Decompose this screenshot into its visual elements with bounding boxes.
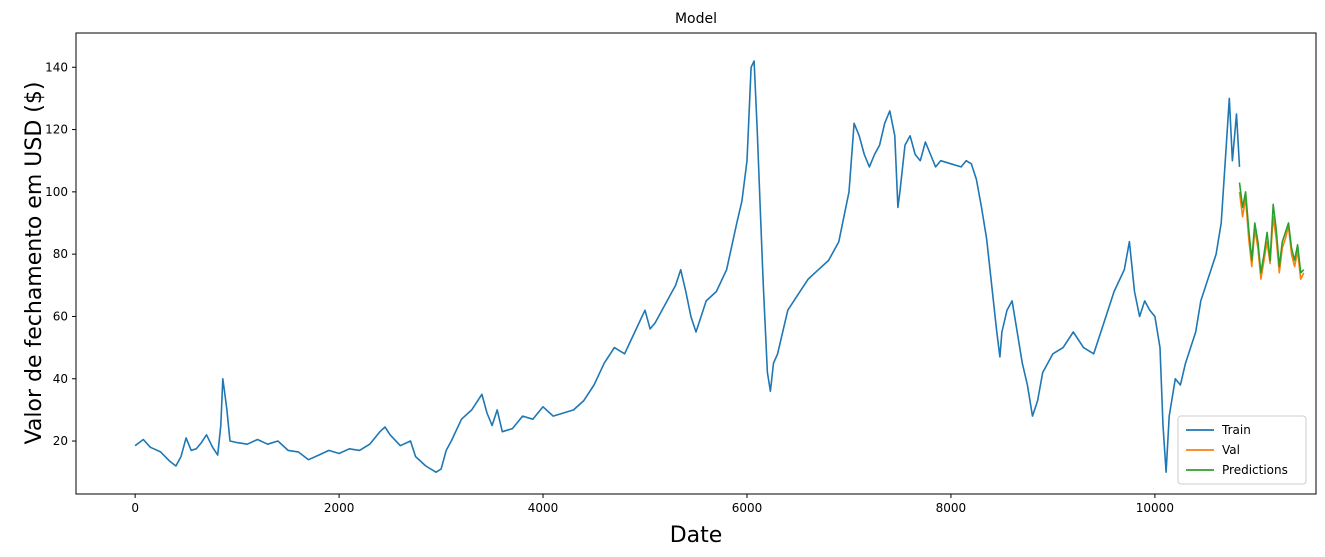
x-tick-label: 10000 xyxy=(1136,501,1174,515)
x-tick-label: 8000 xyxy=(936,501,967,515)
y-tick-label: 120 xyxy=(45,123,68,137)
y-axis-ticks: 20 40 60 80 100 120 140 xyxy=(45,60,76,448)
series-line-train xyxy=(134,60,1241,474)
chart-title: Model xyxy=(675,11,717,27)
y-tick-label: 140 xyxy=(45,60,68,74)
x-tick-label: 2000 xyxy=(324,501,355,515)
x-tick-label: 0 xyxy=(131,501,139,515)
x-tick-label: 6000 xyxy=(732,501,763,515)
y-tick-label: 80 xyxy=(53,247,68,261)
x-axis-ticks: 0 2000 4000 6000 8000 10000 xyxy=(131,494,1174,515)
plot-background xyxy=(76,33,1316,494)
legend-box xyxy=(1177,415,1307,485)
legend-label-predictions: Predictions xyxy=(1222,463,1288,477)
series-line-predictions xyxy=(1238,182,1305,274)
legend: Train Val Predictions xyxy=(1177,415,1307,485)
legend-label-train: Train xyxy=(1221,423,1251,437)
x-axis-label: Date xyxy=(670,523,723,548)
y-tick-label: 60 xyxy=(53,309,68,323)
x-tick-label: 4000 xyxy=(528,501,559,515)
y-axis-label: Valor de fechamento em USD ($) xyxy=(22,82,47,445)
y-tick-label: 100 xyxy=(45,185,68,199)
y-tick-label: 20 xyxy=(53,434,68,448)
plot-frame xyxy=(75,32,1317,495)
series-layer xyxy=(134,60,1305,474)
y-tick-label: 40 xyxy=(53,372,68,386)
legend-label-val: Val xyxy=(1222,443,1240,457)
